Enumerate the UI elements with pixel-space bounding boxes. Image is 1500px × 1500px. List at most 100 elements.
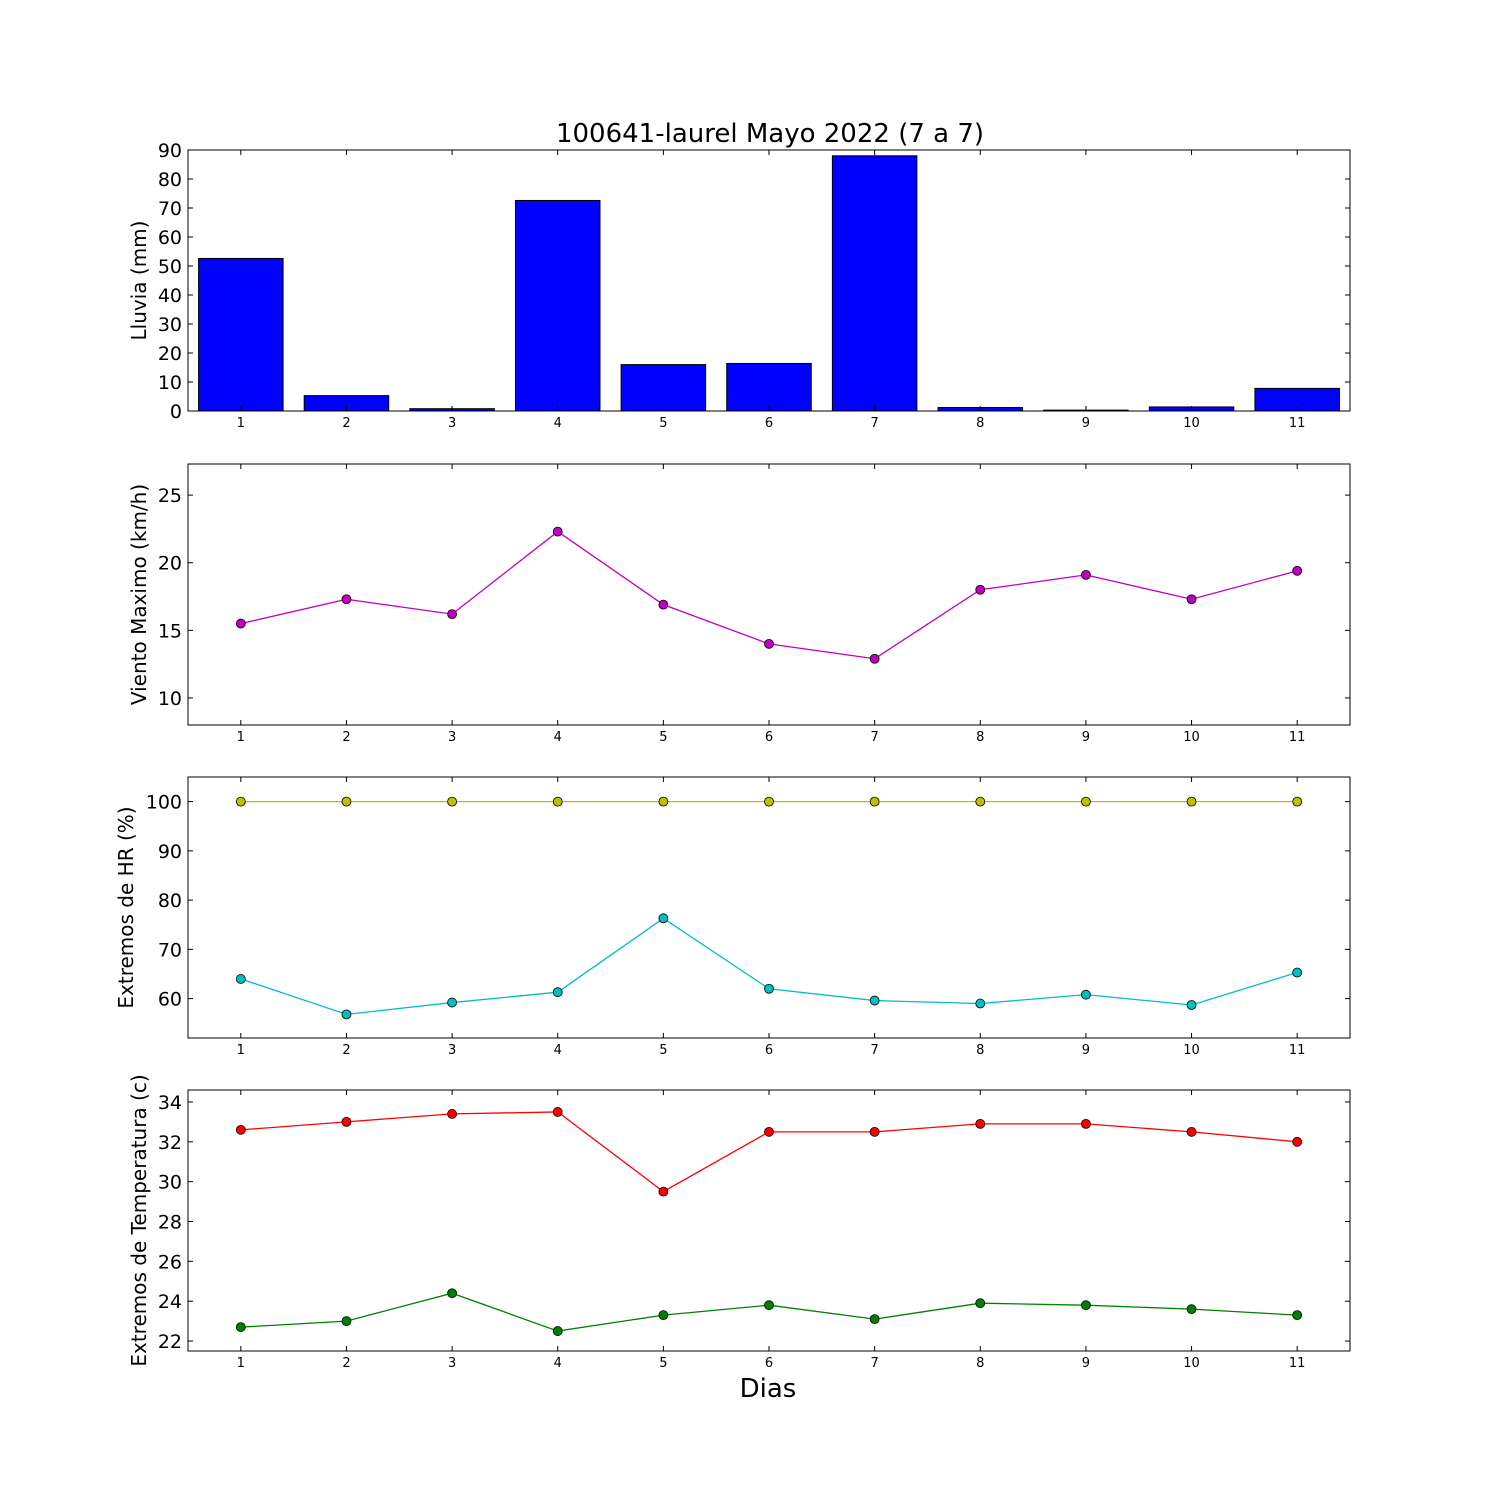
x-tick-label: 8 bbox=[976, 1356, 984, 1371]
x-tick-label: 1 bbox=[237, 730, 245, 745]
point-s1-day-11 bbox=[1292, 565, 1303, 576]
point-s2-day-6 bbox=[764, 1300, 774, 1311]
point-s1-day-4 bbox=[552, 1107, 563, 1117]
y-tick-label: 60 bbox=[158, 989, 182, 1011]
point-s1-day-1 bbox=[235, 796, 246, 807]
y-axis-label: Lluvia (mm) bbox=[127, 221, 151, 341]
bar-day-5 bbox=[620, 364, 707, 412]
point-s2-day-8 bbox=[975, 998, 986, 1009]
point-s2-day-4 bbox=[552, 987, 563, 998]
x-tick-label: 1 bbox=[237, 1356, 245, 1371]
y-tick-label: 70 bbox=[158, 198, 182, 220]
point-s1-day-5 bbox=[658, 599, 669, 610]
point-s1-day-3 bbox=[447, 609, 457, 620]
x-tick-label: 8 bbox=[976, 416, 984, 431]
x-tick-label: 10 bbox=[1183, 730, 1200, 745]
x-tick-label: 2 bbox=[342, 1043, 350, 1058]
bar-day-1 bbox=[198, 257, 284, 412]
point-s1-day-6 bbox=[764, 1126, 774, 1137]
point-s1-day-10 bbox=[1186, 594, 1197, 605]
y-tick-label: 30 bbox=[158, 314, 182, 336]
x-tick-label: 7 bbox=[870, 416, 878, 431]
x-tick-label: 1 bbox=[237, 1043, 245, 1058]
bar-day-7 bbox=[831, 155, 918, 412]
x-tick-label: 3 bbox=[448, 1043, 456, 1058]
point-s2-day-3 bbox=[447, 1288, 457, 1299]
point-s1-day-8 bbox=[975, 1118, 986, 1129]
x-tick-label: 3 bbox=[448, 1356, 456, 1371]
x-tick-label: 11 bbox=[1289, 1043, 1306, 1058]
x-axis-label: Dias bbox=[740, 1374, 797, 1404]
x-tick-label: 8 bbox=[976, 730, 984, 745]
point-s2-day-1 bbox=[235, 974, 246, 984]
point-s2-day-1 bbox=[235, 1322, 246, 1332]
point-s2-day-10 bbox=[1186, 1000, 1197, 1010]
y-tick-label: 40 bbox=[158, 285, 182, 307]
point-s2-day-5 bbox=[658, 1310, 669, 1321]
point-s1-day-4 bbox=[552, 796, 563, 807]
point-s1-day-5 bbox=[658, 1186, 669, 1197]
x-tick-label: 5 bbox=[659, 416, 667, 431]
y-tick-label: 26 bbox=[158, 1251, 182, 1273]
x-tick-label: 5 bbox=[659, 1356, 667, 1371]
point-s2-day-7 bbox=[869, 1314, 880, 1325]
point-s1-day-2 bbox=[341, 1116, 352, 1127]
y-tick-label: 80 bbox=[158, 890, 182, 912]
point-s2-day-5 bbox=[658, 913, 669, 924]
y-tick-label: 70 bbox=[158, 939, 182, 961]
x-tick-label: 10 bbox=[1183, 416, 1200, 431]
y-tick-label: 34 bbox=[158, 1092, 182, 1114]
y-tick-label: 0 bbox=[170, 401, 182, 423]
point-s1-day-9 bbox=[1081, 569, 1091, 580]
y-tick-label: 80 bbox=[158, 169, 182, 191]
y-tick-label: 10 bbox=[158, 688, 182, 710]
panel-2: 1 2 3 4 5 6 7 8 9 10 11 10 15 20 25 Viento Maximo (km/h… bbox=[127, 463, 1351, 745]
point-s1-day-10 bbox=[1186, 796, 1197, 807]
y-axis-label: Viento Maximo (km/h) bbox=[127, 484, 151, 705]
x-tick-label: 6 bbox=[765, 1043, 773, 1058]
y-tick-label: 10 bbox=[158, 372, 182, 394]
x-tick-label: 4 bbox=[554, 730, 562, 745]
x-tick-label: 5 bbox=[659, 730, 667, 745]
x-tick-label: 4 bbox=[554, 1356, 562, 1371]
y-tick-label: 25 bbox=[158, 485, 182, 507]
y-tick-label: 15 bbox=[158, 620, 182, 642]
y-tick-label: 60 bbox=[158, 227, 182, 249]
point-s2-day-6 bbox=[764, 983, 774, 994]
point-s2-day-10 bbox=[1186, 1304, 1197, 1315]
y-tick-label: 20 bbox=[158, 343, 182, 365]
y-axis-label: Extremos de Temperatura (c) bbox=[127, 1074, 151, 1366]
x-tick-label: 7 bbox=[870, 730, 878, 745]
x-tick-label: 11 bbox=[1289, 416, 1306, 431]
point-s1-day-9 bbox=[1081, 1118, 1091, 1129]
point-s1-day-3 bbox=[447, 1109, 457, 1119]
x-tick-label: 6 bbox=[765, 416, 773, 431]
point-s1-day-2 bbox=[341, 796, 352, 807]
x-tick-label: 10 bbox=[1183, 1356, 1200, 1371]
point-s1-day-1 bbox=[235, 618, 246, 629]
point-s1-day-5 bbox=[658, 796, 669, 807]
y-tick-label: 32 bbox=[158, 1132, 182, 1154]
point-s1-day-6 bbox=[764, 796, 774, 807]
point-s1-day-8 bbox=[975, 584, 986, 595]
x-tick-label: 4 bbox=[554, 416, 562, 431]
y-tick-label: 90 bbox=[158, 140, 182, 162]
point-s2-day-3 bbox=[447, 997, 457, 1008]
point-s2-day-2 bbox=[341, 1316, 352, 1327]
point-s1-day-10 bbox=[1186, 1126, 1197, 1137]
point-s2-day-7 bbox=[869, 995, 880, 1006]
x-tick-label: 3 bbox=[448, 730, 456, 745]
point-s1-day-9 bbox=[1081, 796, 1091, 807]
point-s1-day-6 bbox=[764, 638, 774, 649]
y-tick-label: 28 bbox=[158, 1211, 182, 1233]
point-s1-day-7 bbox=[869, 1126, 880, 1137]
point-s2-day-8 bbox=[975, 1298, 986, 1309]
x-tick-label: 4 bbox=[554, 1043, 562, 1058]
x-tick-label: 3 bbox=[448, 416, 456, 431]
x-tick-label: 11 bbox=[1289, 730, 1306, 745]
x-tick-label: 7 bbox=[870, 1043, 878, 1058]
point-s1-day-1 bbox=[235, 1124, 246, 1135]
x-tick-label: 6 bbox=[765, 1356, 773, 1371]
x-tick-label: 11 bbox=[1289, 1356, 1306, 1371]
